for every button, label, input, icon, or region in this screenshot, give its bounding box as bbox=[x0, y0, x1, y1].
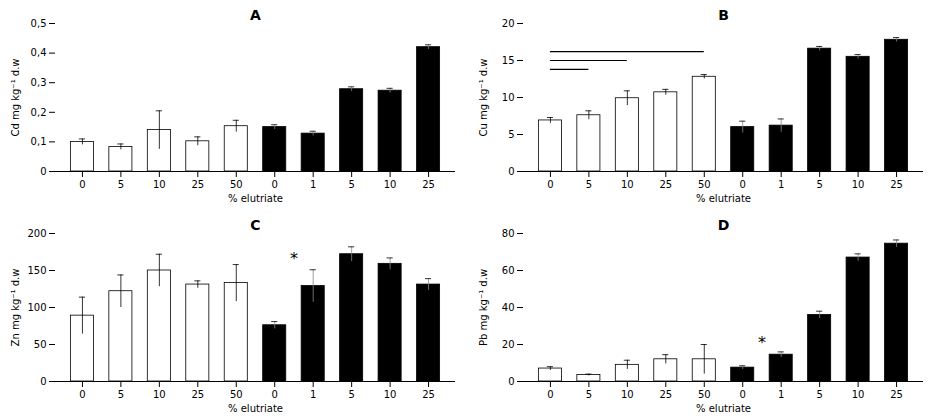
svg-text:50: 50 bbox=[698, 389, 711, 400]
svg-text:0,4: 0,4 bbox=[31, 47, 47, 58]
svg-text:0,1: 0,1 bbox=[31, 136, 47, 147]
svg-text:20: 20 bbox=[502, 339, 515, 350]
svg-text:5: 5 bbox=[586, 179, 592, 190]
svg-text:25: 25 bbox=[422, 389, 435, 400]
svg-text:5: 5 bbox=[816, 179, 822, 190]
svg-text:0: 0 bbox=[508, 376, 514, 387]
svg-text:40: 40 bbox=[502, 302, 515, 313]
svg-text:5: 5 bbox=[118, 389, 124, 400]
svg-text:Cu mg kg⁻¹ d.w: Cu mg kg⁻¹ d.w bbox=[478, 58, 489, 136]
svg-text:C: C bbox=[250, 217, 260, 233]
svg-text:10: 10 bbox=[852, 389, 865, 400]
svg-text:Zn mg kg⁻¹ d.w: Zn mg kg⁻¹ d.w bbox=[10, 269, 21, 347]
svg-text:% elutriate: % elutriate bbox=[228, 403, 283, 414]
svg-text:D: D bbox=[718, 217, 730, 233]
svg-text:0,5: 0,5 bbox=[31, 18, 47, 29]
svg-text:0: 0 bbox=[508, 166, 514, 177]
svg-text:% elutriate: % elutriate bbox=[696, 403, 751, 414]
svg-text:10: 10 bbox=[153, 179, 166, 190]
svg-text:15: 15 bbox=[502, 55, 515, 66]
svg-text:25: 25 bbox=[659, 179, 672, 190]
svg-text:0: 0 bbox=[547, 389, 553, 400]
svg-text:0: 0 bbox=[740, 179, 746, 190]
svg-text:25: 25 bbox=[890, 179, 903, 190]
svg-text:80: 80 bbox=[502, 228, 515, 239]
svg-text:1: 1 bbox=[310, 389, 316, 400]
svg-text:0,2: 0,2 bbox=[31, 107, 47, 118]
svg-text:50: 50 bbox=[230, 389, 243, 400]
svg-text:10: 10 bbox=[384, 389, 397, 400]
svg-text:*: * bbox=[758, 333, 766, 352]
svg-text:25: 25 bbox=[191, 389, 204, 400]
svg-text:200: 200 bbox=[27, 228, 46, 239]
svg-text:0: 0 bbox=[272, 179, 278, 190]
svg-text:10: 10 bbox=[621, 179, 634, 190]
svg-text:60: 60 bbox=[502, 265, 515, 276]
svg-text:10: 10 bbox=[153, 389, 166, 400]
svg-text:100: 100 bbox=[27, 302, 46, 313]
svg-text:5: 5 bbox=[816, 389, 822, 400]
svg-text:150: 150 bbox=[27, 265, 46, 276]
svg-text:1: 1 bbox=[310, 179, 316, 190]
svg-text:50: 50 bbox=[230, 179, 243, 190]
svg-text:0: 0 bbox=[547, 179, 553, 190]
svg-text:10: 10 bbox=[621, 389, 634, 400]
svg-text:1: 1 bbox=[778, 179, 784, 190]
svg-text:B: B bbox=[718, 7, 729, 23]
svg-text:0: 0 bbox=[740, 389, 746, 400]
svg-text:10: 10 bbox=[384, 179, 397, 190]
svg-text:5: 5 bbox=[118, 179, 124, 190]
svg-text:25: 25 bbox=[422, 179, 435, 190]
svg-text:10: 10 bbox=[852, 179, 865, 190]
svg-text:0: 0 bbox=[40, 376, 46, 387]
svg-text:0: 0 bbox=[79, 389, 85, 400]
svg-text:0: 0 bbox=[272, 389, 278, 400]
svg-text:10: 10 bbox=[502, 92, 515, 103]
svg-text:25: 25 bbox=[659, 389, 672, 400]
svg-text:20: 20 bbox=[502, 18, 515, 29]
svg-text:25: 25 bbox=[191, 179, 204, 190]
svg-text:0,3: 0,3 bbox=[31, 77, 47, 88]
svg-text:1: 1 bbox=[778, 389, 784, 400]
svg-text:5: 5 bbox=[586, 389, 592, 400]
svg-text:5: 5 bbox=[348, 179, 354, 190]
svg-text:0: 0 bbox=[79, 179, 85, 190]
svg-text:*: * bbox=[290, 249, 298, 268]
svg-text:5: 5 bbox=[508, 129, 514, 140]
svg-text:A: A bbox=[250, 7, 261, 23]
svg-text:0: 0 bbox=[40, 166, 46, 177]
svg-text:% elutriate: % elutriate bbox=[696, 193, 751, 204]
svg-text:50: 50 bbox=[698, 179, 711, 190]
svg-text:Cd mg kg⁻¹ d.w: Cd mg kg⁻¹ d.w bbox=[10, 58, 21, 136]
svg-text:Pb mg kg⁻¹ d.w: Pb mg kg⁻¹ d.w bbox=[478, 269, 489, 346]
svg-text:5: 5 bbox=[348, 389, 354, 400]
svg-text:50: 50 bbox=[34, 339, 47, 350]
svg-text:% elutriate: % elutriate bbox=[228, 193, 283, 204]
svg-text:25: 25 bbox=[890, 389, 903, 400]
